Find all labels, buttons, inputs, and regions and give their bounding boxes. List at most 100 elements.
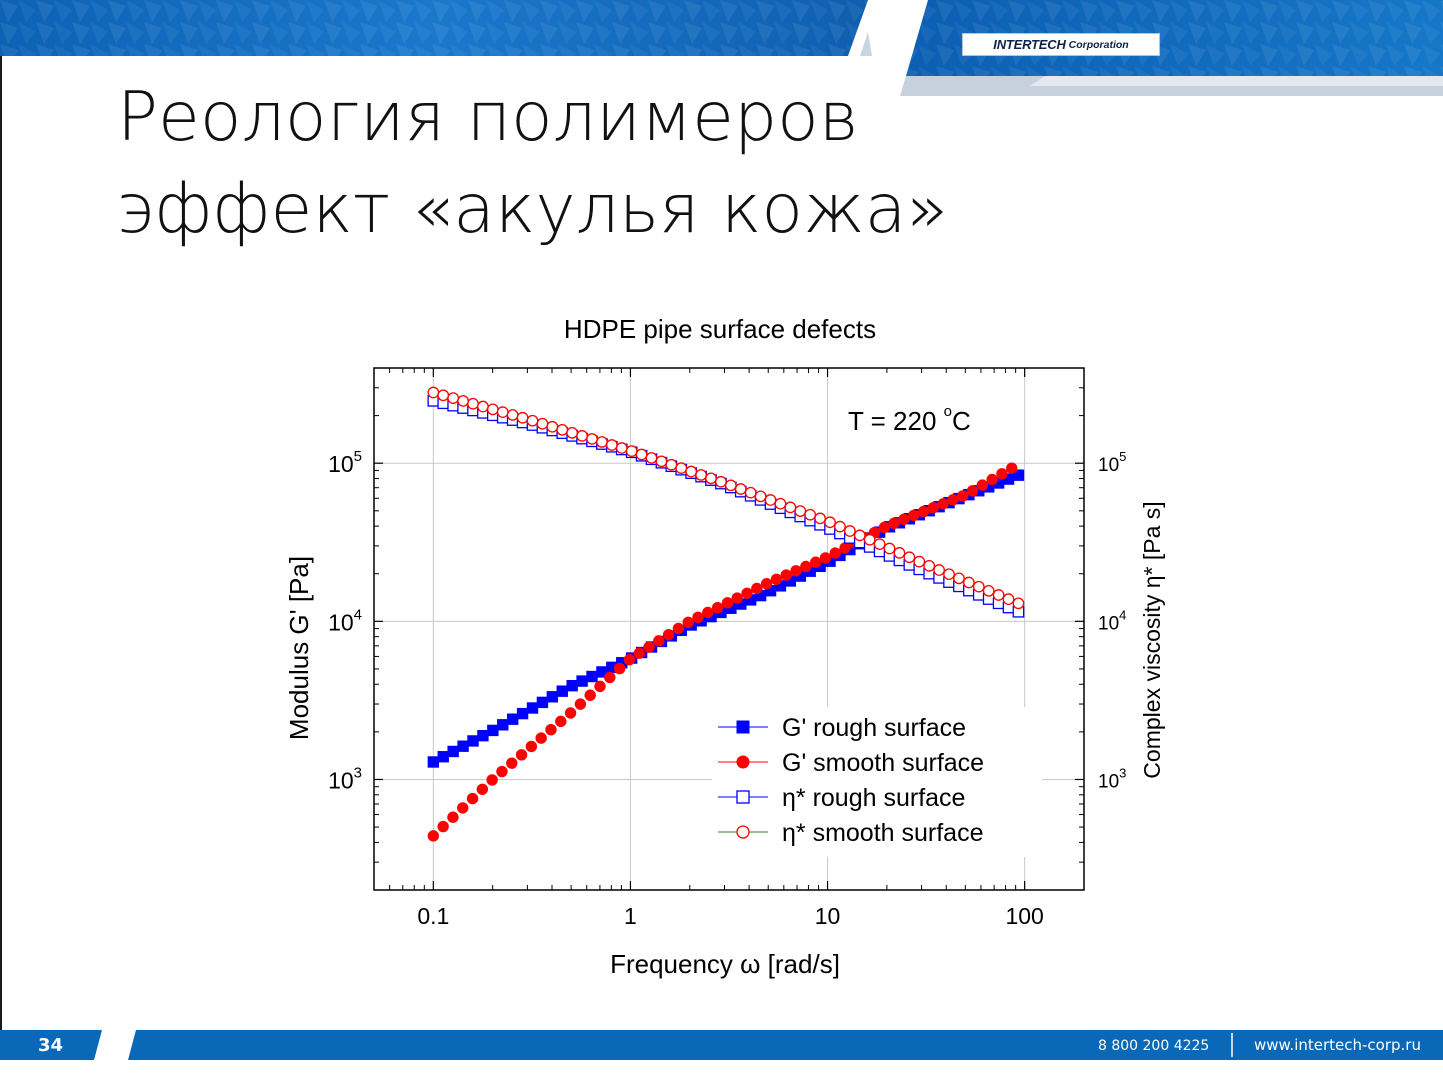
data-point xyxy=(625,445,638,457)
y-right-tick-label: 105 xyxy=(1098,449,1126,476)
data-point xyxy=(574,698,587,710)
data-point xyxy=(883,542,896,555)
data-point xyxy=(623,653,636,666)
data-point xyxy=(1006,462,1018,474)
x-tick-label: 1 xyxy=(624,903,637,929)
data-point xyxy=(447,811,459,823)
annotation-degree: o xyxy=(944,403,952,420)
data-point xyxy=(908,509,920,522)
y-left-tick-label: 103 xyxy=(328,764,362,793)
data-point xyxy=(643,641,655,653)
data-point xyxy=(655,455,668,468)
data-point xyxy=(645,452,658,464)
data-point xyxy=(447,392,460,404)
data-point xyxy=(653,635,665,647)
data-point xyxy=(1012,469,1025,481)
data-point xyxy=(705,472,717,485)
data-point xyxy=(576,675,588,687)
legend-label: G' smooth surface xyxy=(782,749,984,777)
y-right-tick-label: 103 xyxy=(1098,765,1126,792)
legend-marker xyxy=(736,825,750,839)
data-point xyxy=(662,628,675,641)
data-point xyxy=(427,386,440,399)
data-point xyxy=(555,715,567,728)
data-point xyxy=(525,740,538,753)
data-point xyxy=(535,732,547,744)
data-point xyxy=(764,494,777,506)
slide-title-line-1: Реология полимеров xyxy=(117,78,859,157)
chart-title: HDPE pipe surface defects xyxy=(564,314,876,344)
data-point xyxy=(467,397,479,410)
data-point xyxy=(923,559,936,572)
data-point xyxy=(576,430,588,442)
y-axis-label-right: Complex viscosity η* [Pa s] xyxy=(1139,501,1165,778)
data-point xyxy=(744,486,757,499)
data-point xyxy=(770,573,783,586)
footer-phone: 8 800 200 4225 xyxy=(1098,1038,1210,1054)
data-point xyxy=(526,702,539,714)
footer-website[interactable]: www.intertech-corp.ru xyxy=(1254,1036,1421,1054)
chart-axes: 0.1 1 10 100 103 104 105 103 104 105 xyxy=(328,368,1126,929)
data-point xyxy=(633,647,645,659)
data-point xyxy=(692,611,704,623)
data-point xyxy=(715,475,727,488)
data-point xyxy=(800,560,812,573)
data-point xyxy=(536,417,549,430)
data-point xyxy=(477,400,489,413)
data-point xyxy=(903,551,916,564)
data-point xyxy=(466,792,479,805)
data-point xyxy=(613,662,626,675)
data-point xyxy=(725,479,737,492)
data-point xyxy=(675,462,688,474)
data-point xyxy=(437,389,450,402)
data-point xyxy=(844,525,856,537)
data-point xyxy=(853,529,866,542)
data-point xyxy=(702,606,714,619)
chart-series xyxy=(427,386,1025,842)
data-point xyxy=(780,569,792,581)
data-point xyxy=(878,521,891,534)
data-point xyxy=(546,420,559,433)
data-point xyxy=(477,729,489,742)
data-point xyxy=(873,538,886,550)
data-point xyxy=(682,616,694,629)
data-point xyxy=(809,556,822,568)
company-logo: INTERTECH Corporation xyxy=(962,33,1160,56)
data-point xyxy=(516,707,529,720)
data-point xyxy=(943,568,955,581)
data-point xyxy=(996,468,1008,480)
data-point xyxy=(566,426,579,439)
slide-title: Реология полимеров эффект «акулья кожа» xyxy=(117,72,948,256)
slide-left-edge xyxy=(0,56,2,1056)
data-point xyxy=(437,751,449,763)
data-point xyxy=(774,497,787,510)
x-tick-label: 10 xyxy=(815,903,841,929)
data-point xyxy=(695,469,707,481)
data-point xyxy=(556,685,568,697)
data-point xyxy=(741,587,753,599)
data-point xyxy=(486,403,499,416)
data-point xyxy=(888,517,900,529)
data-point xyxy=(913,555,926,568)
data-point xyxy=(427,756,440,768)
data-point xyxy=(447,745,459,758)
logo-sub-text: Corporation xyxy=(1068,38,1129,51)
data-point xyxy=(966,485,979,497)
data-point xyxy=(615,442,628,454)
data-point xyxy=(711,601,724,614)
series-4 xyxy=(427,386,1025,610)
data-point xyxy=(584,689,596,701)
data-point xyxy=(545,724,557,736)
data-point xyxy=(556,423,569,436)
data-point xyxy=(476,783,489,795)
y-left-tick-label: 104 xyxy=(328,606,362,635)
data-point xyxy=(672,622,685,635)
y-left-tick-label: 105 xyxy=(328,448,362,477)
page-number: 34 xyxy=(38,1035,64,1056)
data-point xyxy=(685,465,698,478)
data-point xyxy=(839,542,851,554)
data-point xyxy=(933,564,945,576)
data-point xyxy=(516,411,529,424)
footer-bar xyxy=(0,1030,1443,1060)
data-point xyxy=(751,582,763,595)
